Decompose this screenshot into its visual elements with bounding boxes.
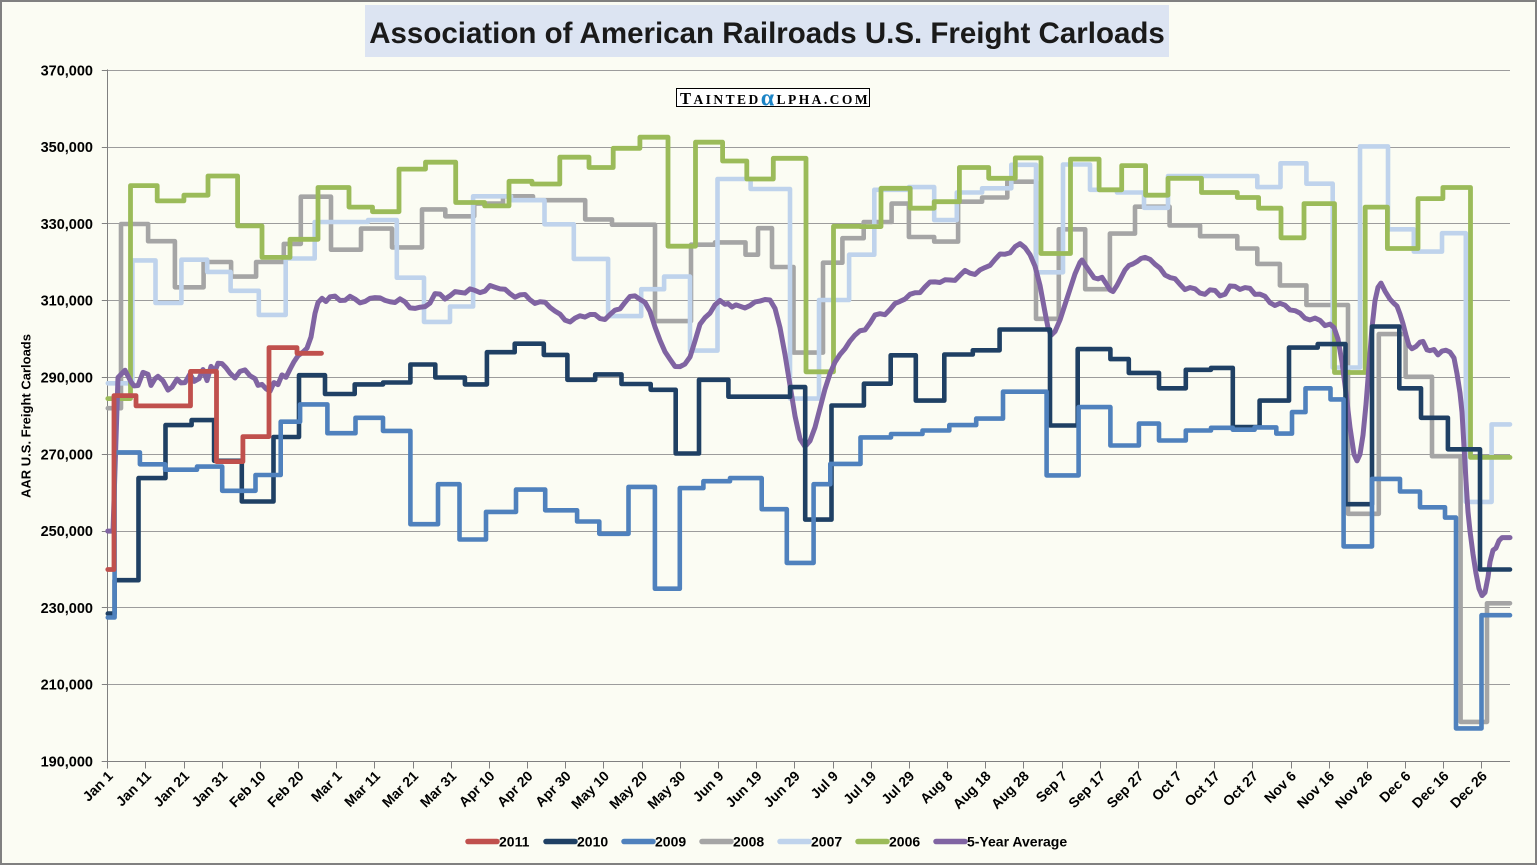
svg-text:2010: 2010 — [577, 834, 608, 850]
svg-text:350,000: 350,000 — [41, 140, 93, 156]
svg-text:290,000: 290,000 — [41, 371, 93, 387]
svg-text:210,000: 210,000 — [41, 678, 93, 694]
svg-text:330,000: 330,000 — [41, 217, 93, 233]
svg-text:2007: 2007 — [811, 834, 842, 850]
svg-text:2008: 2008 — [733, 834, 764, 850]
svg-text:310,000: 310,000 — [41, 294, 93, 310]
svg-text:2009: 2009 — [655, 834, 686, 850]
svg-text:AAR U.S. Freight Carloads: AAR U.S. Freight Carloads — [19, 334, 34, 498]
svg-text:2006: 2006 — [889, 834, 920, 850]
svg-text:Association of American Railro: Association of American Railroads U.S. F… — [369, 17, 1165, 50]
svg-text:190,000: 190,000 — [41, 754, 93, 770]
svg-text:230,000: 230,000 — [41, 601, 93, 617]
svg-text:250,000: 250,000 — [41, 524, 93, 540]
svg-text:5-Year Average: 5-Year Average — [967, 834, 1067, 850]
svg-text:370,000: 370,000 — [41, 63, 93, 79]
svg-text:2011: 2011 — [499, 834, 530, 850]
svg-text:270,000: 270,000 — [41, 447, 93, 463]
